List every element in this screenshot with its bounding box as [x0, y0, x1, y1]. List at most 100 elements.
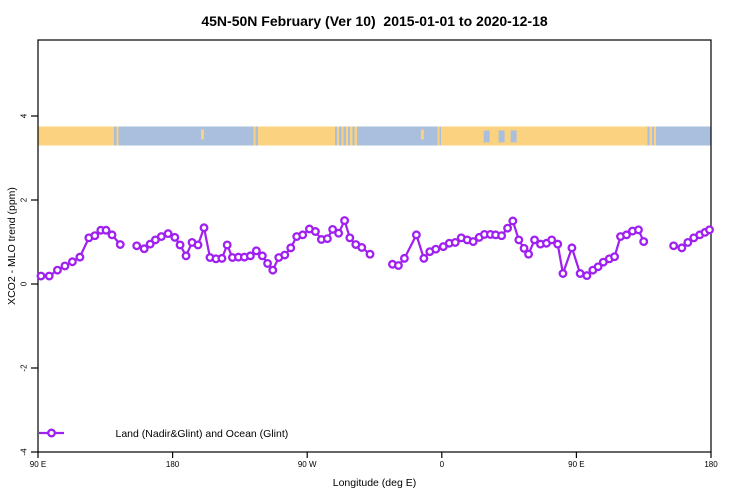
band-segment-mixed: [118, 126, 121, 146]
band-segment-mixed: [343, 126, 346, 146]
data-point: [340, 216, 350, 226]
data-point: [450, 237, 460, 247]
band-segment-land: [441, 126, 646, 146]
band-segment-mixed: [114, 126, 117, 146]
data-point: [298, 230, 308, 240]
data-point: [67, 257, 77, 267]
data-point: [622, 230, 631, 240]
x-tick-label: 90 E: [30, 460, 46, 469]
x-tick-label: 0: [440, 460, 445, 469]
data-point: [193, 240, 203, 250]
band-segment-mixed: [437, 126, 440, 146]
data-point: [365, 249, 375, 259]
data-point: [393, 261, 403, 270]
data-point: [419, 253, 429, 263]
data-point: [90, 231, 100, 241]
data-point: [334, 228, 344, 238]
plot-area: 90 E 180 90 W 0 90 E 180 -4 -2 0 2 4: [20, 39, 718, 469]
data-point: [181, 251, 191, 261]
data-point: [222, 240, 232, 250]
data-point: [217, 253, 227, 263]
x-tick-label: 180: [704, 460, 718, 469]
x-tick-label: 90 W: [298, 460, 317, 469]
data-point: [582, 271, 592, 281]
data-point: [36, 271, 46, 281]
data-point: [156, 232, 166, 241]
band-land-speck: [420, 129, 424, 140]
band-ocean-speck: [510, 130, 517, 143]
data-point: [503, 223, 513, 233]
data-point: [163, 229, 173, 239]
band-segment-mixed: [112, 126, 115, 146]
band-segment-mixed: [356, 126, 359, 146]
data-point: [60, 261, 70, 271]
band-segment-mixed: [345, 126, 349, 146]
band-segment-land: [257, 126, 333, 146]
data-point: [75, 252, 85, 262]
data-point: [132, 241, 142, 251]
band-segment-mixed: [116, 126, 119, 146]
data-point: [610, 252, 619, 262]
legend: Land (Nadir&Glint) and Ocean (Glint): [39, 428, 288, 440]
data-point: [251, 246, 261, 256]
data-point: [101, 225, 111, 235]
band-segment-mixed: [255, 126, 258, 146]
y-axis-title: XCO2 - MLO trend (ppm): [6, 187, 18, 305]
data-point: [170, 232, 180, 242]
data-point: [634, 225, 643, 235]
y-tick-label: -4: [20, 448, 29, 456]
band-ocean-speck: [483, 130, 490, 143]
band-segment-mixed: [645, 126, 648, 146]
data-point: [431, 244, 441, 254]
y-tick-label: -2: [20, 364, 29, 372]
band-segment-ocean: [120, 126, 254, 146]
data-point: [558, 269, 568, 278]
data-point: [257, 251, 267, 261]
band-segment-mixed: [354, 126, 357, 146]
data-point: [553, 239, 563, 249]
data-point: [514, 235, 524, 245]
x-axis-title: Longitude (deg E): [333, 477, 416, 489]
data-point: [530, 235, 539, 245]
data-point: [677, 243, 687, 253]
band-segment-mixed: [348, 126, 351, 146]
x-tick-label: 180: [166, 460, 180, 469]
data-point: [683, 237, 693, 247]
band-segment-land: [38, 126, 113, 146]
band-segment-mixed: [341, 126, 344, 146]
data-point: [345, 233, 355, 243]
data-point: [245, 251, 255, 261]
data-point: [175, 240, 185, 250]
data-point: [139, 244, 149, 254]
data-point: [567, 243, 577, 253]
band-segment-ocean: [657, 126, 711, 146]
data-point: [547, 235, 557, 245]
data-point: [468, 237, 478, 247]
y-tick-label: 4: [20, 113, 29, 118]
band-segment-mixed: [334, 126, 338, 146]
data-point: [286, 243, 296, 253]
band-segment-mixed: [656, 126, 658, 146]
x-tick-label: 90 E: [568, 460, 584, 469]
data-point: [44, 271, 54, 281]
band-segment-mixed: [339, 126, 342, 146]
band-segment-mixed: [649, 126, 652, 146]
band-segment-mixed: [647, 126, 650, 146]
plot-frame: [37, 39, 712, 453]
data-point: [639, 237, 649, 247]
band-land-speck: [201, 129, 205, 140]
data-point: [322, 234, 332, 244]
band-segment-mixed: [332, 126, 335, 146]
legend-label: Land (Nadir&Glint) and Ocean (Glint): [116, 428, 289, 440]
band-segment-mixed: [352, 126, 355, 146]
band-segment-mixed: [337, 126, 340, 146]
y-tick-label: 0: [20, 281, 29, 286]
data-point: [524, 249, 533, 259]
data-point: [107, 230, 117, 240]
data-point: [263, 258, 273, 268]
data-point: [705, 225, 714, 235]
data-point: [280, 250, 290, 260]
data-point: [268, 265, 278, 275]
